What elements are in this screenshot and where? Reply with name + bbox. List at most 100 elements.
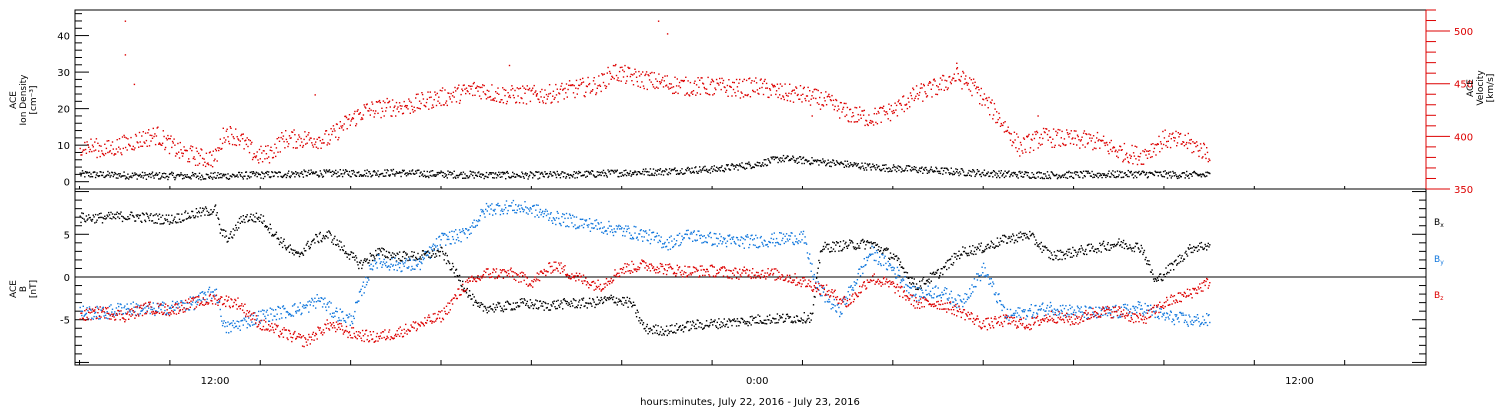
point-velocity — [88, 146, 90, 148]
point-density — [321, 174, 323, 176]
point-density — [287, 172, 289, 174]
point-velocity — [889, 119, 892, 122]
point-density — [144, 172, 146, 174]
point-velocity — [518, 102, 521, 104]
point-bx — [690, 327, 692, 330]
point-bx — [292, 249, 295, 251]
point-velocity — [361, 117, 363, 119]
point-velocity — [211, 154, 213, 156]
point-by — [363, 292, 365, 294]
point-velocity — [983, 93, 986, 95]
point-bx — [1153, 280, 1156, 282]
point-bx — [408, 256, 410, 258]
point-bx — [381, 247, 383, 249]
point-density — [531, 172, 533, 174]
point-density — [405, 172, 407, 174]
point-bx — [448, 262, 451, 265]
point-velocity — [1044, 131, 1046, 134]
point-bx — [1171, 262, 1173, 265]
point-bx — [840, 249, 842, 252]
point-bx — [349, 253, 351, 256]
point-velocity — [662, 86, 665, 88]
point-velocity — [883, 110, 885, 112]
point-density — [141, 175, 143, 177]
point-velocity — [344, 115, 346, 118]
point-bx — [168, 214, 170, 216]
point-density — [82, 172, 84, 174]
point-density — [957, 172, 959, 174]
point-density — [682, 173, 684, 175]
point-density — [209, 175, 211, 178]
point-by — [395, 261, 398, 263]
point-bx — [683, 327, 685, 329]
point-bx — [762, 321, 764, 324]
point-velocity — [965, 75, 967, 77]
point-bx — [615, 297, 618, 299]
point-by — [205, 301, 208, 303]
point-velocity — [274, 143, 276, 145]
point-velocity — [199, 154, 201, 157]
point-bx — [387, 257, 389, 259]
point-density — [114, 171, 116, 174]
point-velocity — [438, 102, 441, 104]
point-velocity — [350, 120, 352, 122]
point-density — [248, 177, 251, 179]
point-bx — [308, 248, 311, 250]
point-velocity — [891, 110, 893, 113]
point-by — [128, 308, 130, 310]
point-density — [505, 171, 508, 174]
point-density — [183, 177, 185, 179]
point-bx — [231, 236, 233, 238]
point-velocity — [480, 98, 482, 100]
point-velocity — [505, 89, 507, 91]
point-density — [1153, 174, 1156, 177]
point-density — [1131, 174, 1133, 176]
point-density — [948, 172, 950, 174]
point-density — [685, 169, 687, 171]
point-density — [443, 176, 445, 178]
point-velocity — [385, 110, 387, 112]
point-velocity — [446, 104, 448, 107]
point-velocity — [774, 85, 776, 88]
point-density — [805, 159, 808, 161]
point-density — [532, 177, 534, 179]
point-velocity — [600, 90, 602, 93]
point-bx — [1135, 242, 1137, 244]
point-velocity — [1141, 163, 1143, 165]
point-velocity — [805, 95, 808, 97]
point-bx — [774, 322, 776, 324]
point-by — [238, 325, 241, 327]
point-bx — [779, 315, 781, 317]
point-density — [665, 168, 667, 170]
point-density — [502, 171, 504, 173]
point-density — [228, 177, 231, 180]
point-density — [839, 162, 842, 164]
point-bx — [416, 258, 418, 261]
point-velocity — [595, 93, 597, 96]
point-by — [164, 313, 167, 316]
point-velocity — [591, 90, 593, 92]
point-by — [193, 308, 195, 311]
point-velocity — [716, 82, 718, 84]
point-velocity — [917, 98, 919, 100]
point-density — [1118, 174, 1120, 176]
point-density — [386, 169, 388, 171]
point-bx — [1101, 243, 1103, 246]
point-bx — [804, 321, 806, 323]
point-density — [437, 173, 439, 176]
point-bx — [171, 214, 173, 217]
point-velocity — [952, 77, 955, 80]
point-density — [909, 165, 911, 167]
point-velocity — [146, 145, 148, 147]
point-by — [377, 254, 379, 256]
point-velocity — [115, 148, 118, 150]
point-bx — [281, 246, 284, 249]
point-velocity — [753, 80, 755, 82]
point-velocity — [711, 78, 713, 81]
point-density — [1037, 176, 1039, 178]
point-velocity — [911, 97, 913, 100]
point-density — [905, 165, 908, 167]
point-bx — [1079, 248, 1081, 250]
point-velocity — [816, 102, 819, 104]
